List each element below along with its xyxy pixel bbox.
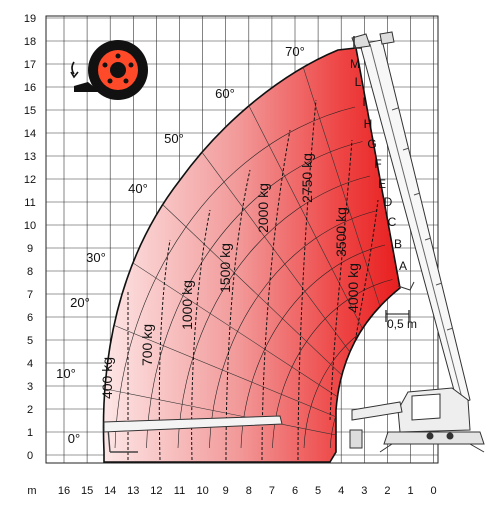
- x-tick-label: 3: [361, 485, 367, 497]
- angle-label: 20°: [70, 295, 90, 310]
- x-tick-label: 15: [81, 485, 93, 497]
- y-tick-label: 11: [24, 197, 35, 209]
- extension-letter: B: [394, 237, 402, 251]
- load-boundary: [297, 99, 317, 461]
- extension-letter: G: [367, 137, 376, 151]
- angle-label: 30°: [86, 250, 106, 265]
- load-label: 1500 kg: [217, 243, 233, 293]
- x-tick-label: 6: [292, 485, 298, 497]
- extension-letter: E: [378, 177, 386, 191]
- y-tick-label: 12: [24, 174, 36, 186]
- extension-letter: F: [374, 157, 381, 171]
- x-tick-label: 14: [104, 485, 116, 497]
- x-axis-labels: 16 15 14 13 12 11 10 9 8 7 6 5 4 3 2 1 0: [58, 485, 437, 497]
- extension-letter: H: [364, 117, 373, 131]
- load-label: 2000 kg: [255, 183, 271, 233]
- y-tick-label: 7: [27, 289, 33, 301]
- y-tick-label: 5: [27, 335, 33, 347]
- angle-label: 0°: [68, 431, 80, 446]
- load-label: 400 kg: [99, 357, 115, 399]
- load-label: 3500 kg: [333, 207, 349, 257]
- x-tick-label: 11: [174, 485, 185, 497]
- y-tick-label: 1: [27, 427, 33, 439]
- y-tick-label: 14: [24, 128, 36, 140]
- angle-line: [103, 241, 361, 413]
- load-label: 2750 kg: [299, 153, 315, 203]
- x-tick-label: 5: [315, 485, 321, 497]
- y-tick-label: 0: [27, 450, 33, 462]
- y-tick-label: 4: [27, 358, 33, 370]
- y-tick-label: 15: [24, 105, 36, 117]
- y-tick-label: 16: [24, 82, 36, 94]
- x-tick-label: 8: [246, 485, 252, 497]
- load-boundary: [329, 139, 353, 421]
- load-labels: 400 kg 700 kg 1000 kg 1500 kg 2000 kg 2750 kg…: [99, 153, 361, 399]
- angle-line: [138, 181, 369, 401]
- load-boundary: [158, 239, 171, 461]
- extension-arc: [114, 106, 356, 449]
- load-boundary: [191, 209, 211, 461]
- scale-label: 0,5 m: [387, 317, 417, 331]
- x-tick-label: 16: [58, 485, 70, 497]
- angle-line: [103, 308, 355, 425]
- angle-label: 70°: [285, 44, 305, 59]
- x-tick-label: 10: [196, 485, 208, 497]
- extension-arc: [240, 244, 386, 449]
- extension-letter: M: [350, 57, 360, 71]
- y-tick-label: 2: [27, 404, 33, 416]
- extension-letter: C: [388, 215, 397, 229]
- x-tick-label: 9: [223, 485, 229, 497]
- y-tick-label: 18: [24, 36, 36, 48]
- angle-label: 50°: [164, 131, 184, 146]
- extension-letter: D: [384, 195, 393, 209]
- y-tick-label: 17: [24, 59, 36, 71]
- unit-label: m: [27, 485, 36, 497]
- angle-label: 10°: [56, 366, 76, 381]
- angle-label: 60°: [215, 86, 235, 101]
- y-tick-label: 3: [27, 381, 33, 393]
- y-tick-label: 19: [24, 13, 36, 25]
- y-tick-label: 8: [27, 266, 33, 278]
- wheel-rotation-icon: [70, 40, 148, 100]
- load-zone: [102, 47, 401, 463]
- y-tick-label: 6: [27, 312, 33, 324]
- x-tick-label: 12: [150, 485, 162, 497]
- extension-letter: A: [399, 259, 407, 273]
- extension-arc: [209, 210, 378, 449]
- grid-frame: [45, 15, 439, 464]
- angle-line: [103, 378, 352, 439]
- scale-bar: 0,5 m: [385, 310, 417, 331]
- load-label: 1000 kg: [179, 280, 195, 330]
- extension-letter: L: [355, 75, 362, 89]
- x-tick-label: 13: [127, 485, 139, 497]
- y-tick-label: 9: [27, 243, 33, 255]
- load-boundary: [225, 169, 251, 461]
- extension-letter: I: [362, 95, 365, 109]
- x-tick-label: 2: [384, 485, 390, 497]
- x-tick-label: 0: [431, 485, 437, 497]
- angle-line: [185, 130, 379, 391]
- angle-labels: 0° 10° 20° 30° 40° 50° 60° 70°: [56, 44, 305, 446]
- telehandler-machine: [103, 31, 485, 453]
- y-tick-label: 13: [24, 151, 36, 163]
- load-boundary: [351, 199, 379, 361]
- y-tick-label: 10: [24, 220, 36, 232]
- load-label: 4000 kg: [345, 263, 361, 313]
- x-tick-label: 4: [338, 485, 344, 497]
- zone-gridlines: [103, 57, 401, 461]
- angle-label: 40°: [128, 181, 148, 196]
- x-tick-label: 7: [269, 485, 275, 497]
- load-label: 700 kg: [139, 324, 155, 366]
- x-tick-label: 1: [407, 485, 413, 497]
- extension-arc: [177, 175, 371, 449]
